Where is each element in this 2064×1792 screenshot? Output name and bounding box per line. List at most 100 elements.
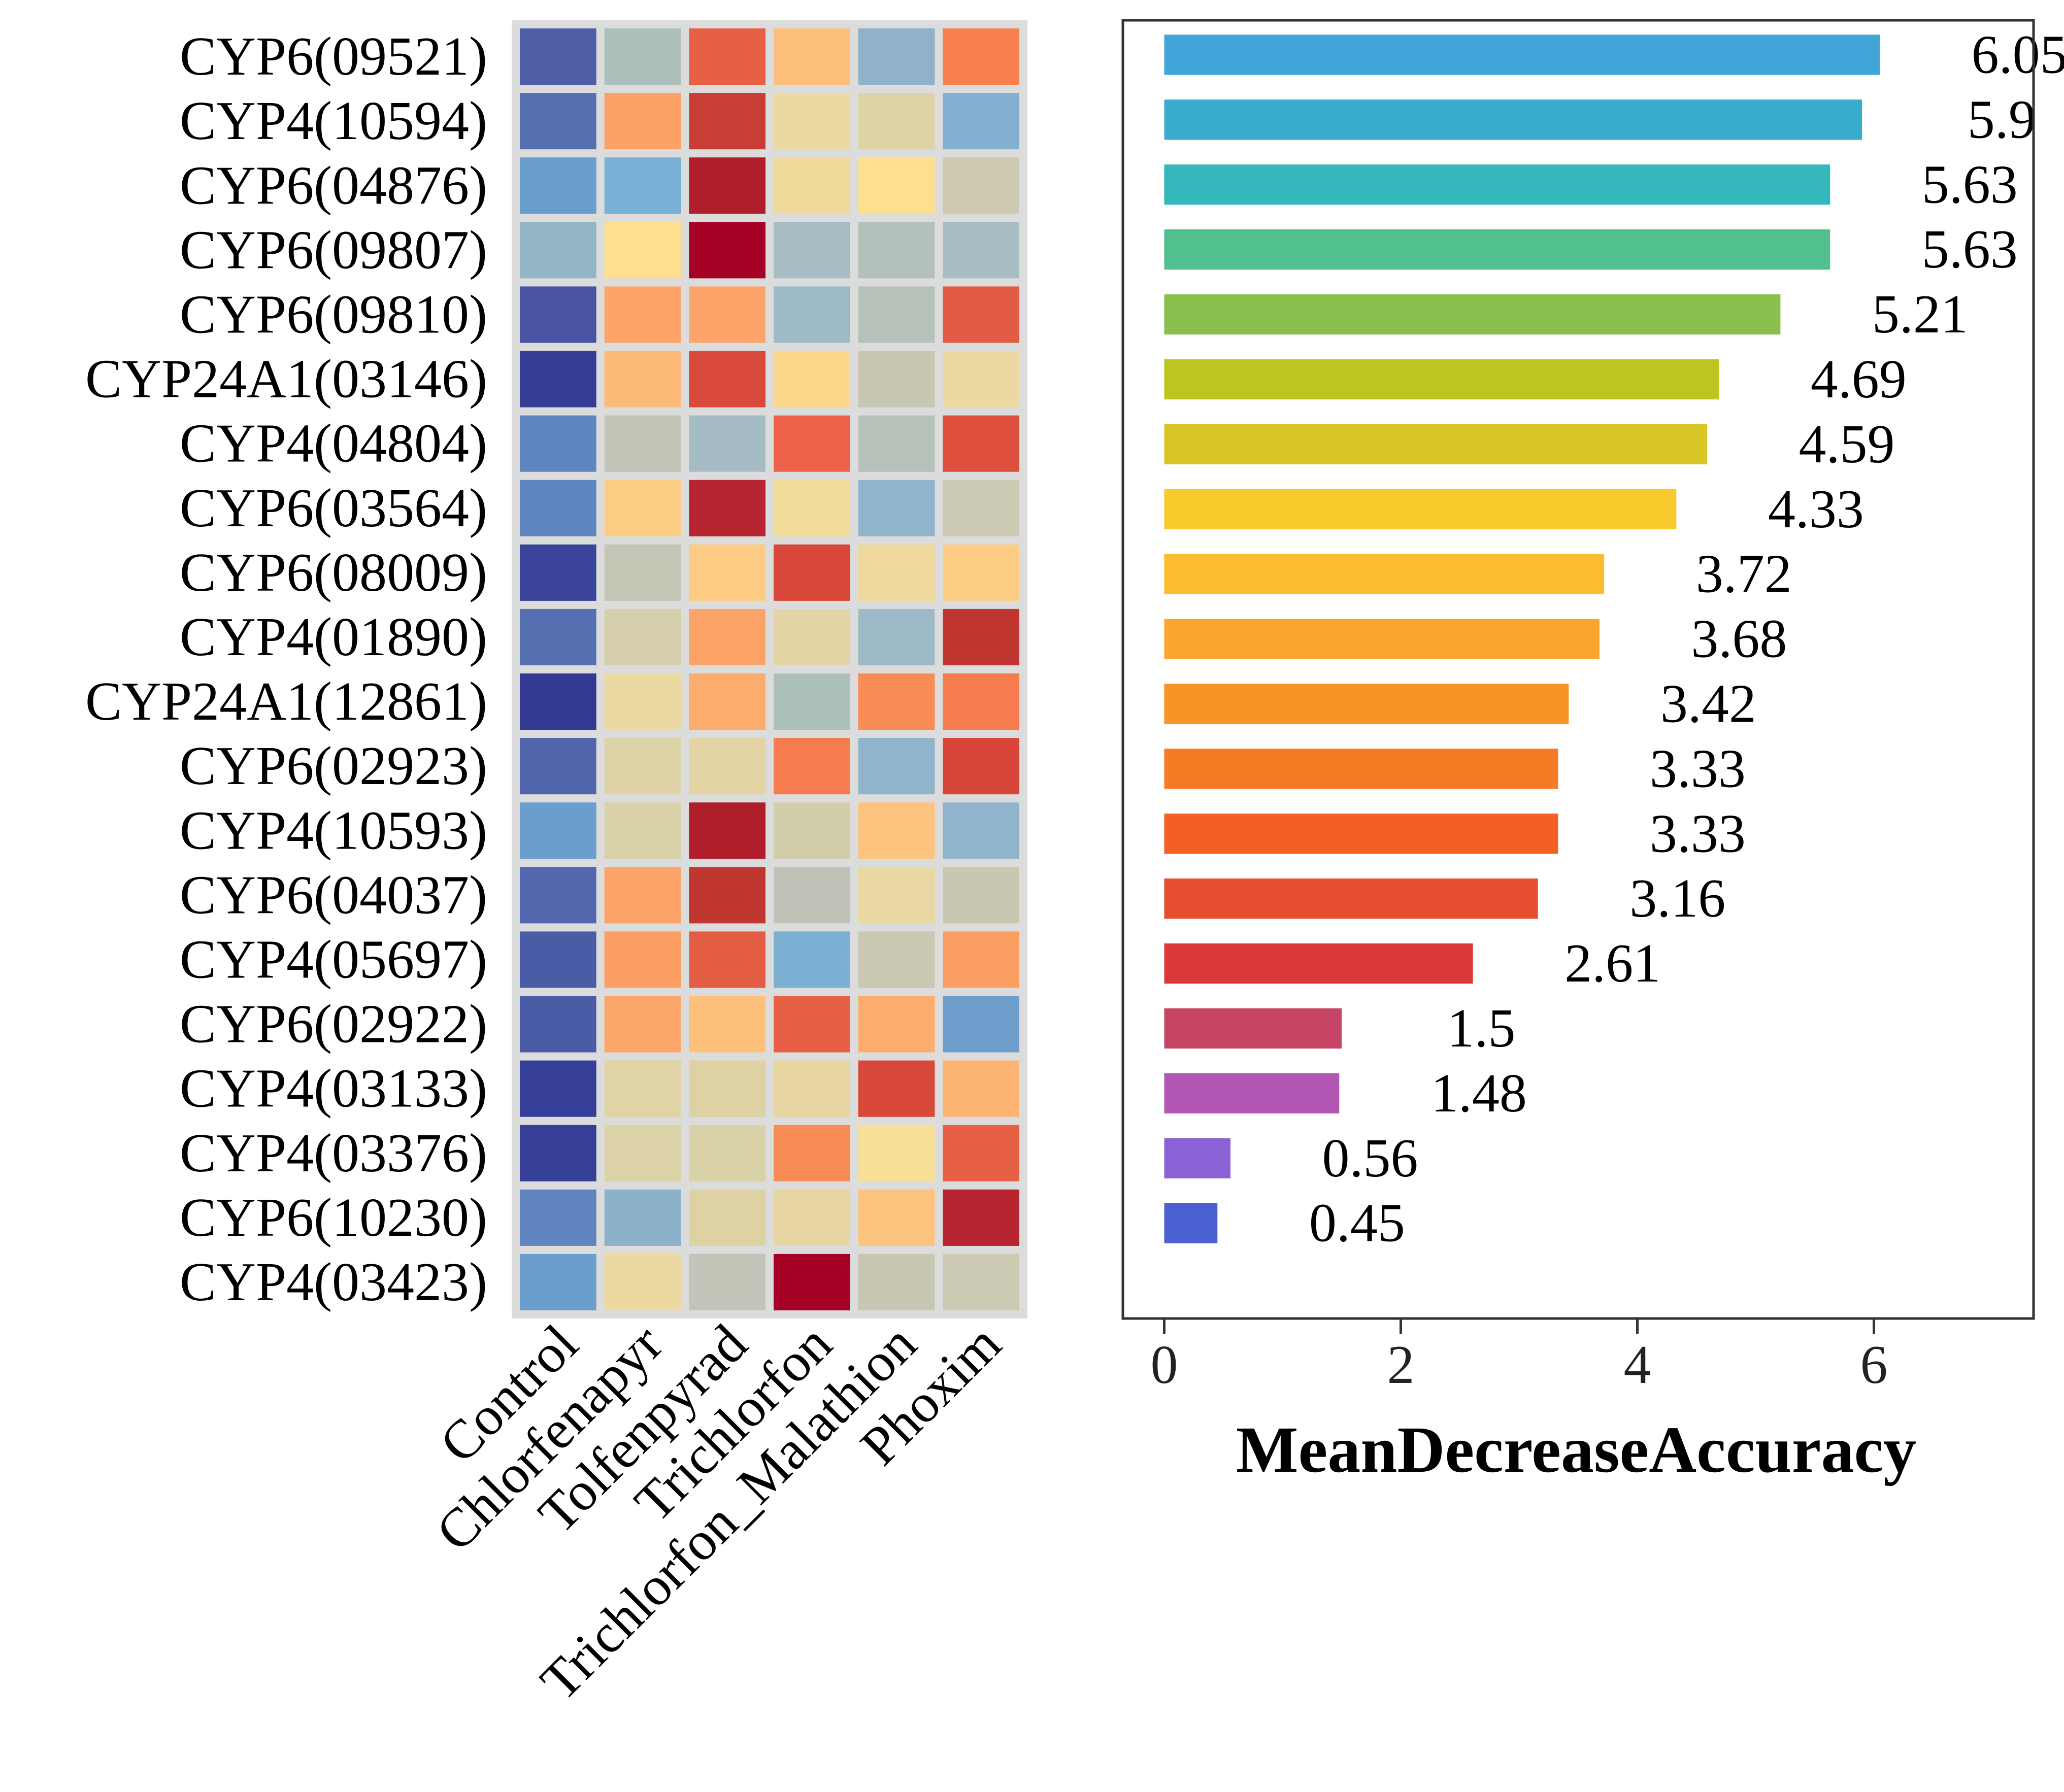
heatmap-cell: [689, 222, 765, 279]
heatmap-cell: [689, 867, 765, 924]
heatmap-cell: [858, 544, 935, 601]
heatmap-cell: [520, 1254, 596, 1310]
bar: [1164, 1138, 1230, 1178]
heatmap-cell: [774, 480, 850, 536]
heatmap-row-label: CYP4(05697): [180, 929, 487, 990]
heatmap-cell: [858, 286, 935, 343]
heatmap: CYP6(09521)CYP4(10594)CYP6(04876)CYP6(09…: [85, 20, 1027, 1712]
heatmap-cell: [774, 415, 850, 472]
bar-value-label: 0.56: [1322, 1128, 1418, 1189]
heatmap-cell: [520, 802, 596, 859]
heatmap-cell: [520, 1189, 596, 1246]
bar-value-label: 3.42: [1660, 674, 1756, 734]
heatmap-cell: [604, 1254, 681, 1310]
bar: [1164, 749, 1558, 789]
heatmap-cell: [774, 1125, 850, 1181]
heatmap-cell: [774, 1254, 850, 1310]
heatmap-cell: [858, 802, 935, 859]
heatmap-cell: [604, 544, 681, 601]
heatmap-cell: [774, 28, 850, 85]
heatmap-row-label: CYP4(03133): [180, 1059, 487, 1119]
heatmap-cell: [520, 157, 596, 214]
heatmap-row-label: CYP6(04876): [180, 155, 487, 216]
bar: [1164, 554, 1605, 594]
heatmap-cell: [604, 93, 681, 150]
heatmap-row-label: CYP6(02922): [180, 994, 487, 1055]
heatmap-cell: [604, 286, 681, 343]
heatmap-cell: [689, 1189, 765, 1246]
bar-value-label: 1.5: [1447, 998, 1516, 1059]
heatmap-cell: [604, 608, 681, 665]
heatmap-cell: [689, 415, 765, 472]
heatmap-cell: [520, 480, 596, 536]
heatmap-cell: [943, 996, 1019, 1053]
heatmap-cell: [943, 544, 1019, 601]
heatmap-cell: [604, 931, 681, 988]
heatmap-cell: [858, 608, 935, 665]
heatmap-cell: [604, 1125, 681, 1181]
bar-value-label: 3.16: [1629, 868, 1725, 929]
heatmap-cell: [943, 1254, 1019, 1310]
heatmap-cell: [520, 738, 596, 795]
heatmap-cell: [774, 738, 850, 795]
heatmap-cell: [943, 1060, 1019, 1117]
heatmap-cell: [604, 28, 681, 85]
heatmap-cell: [604, 1189, 681, 1246]
heatmap-cell: [943, 1189, 1019, 1246]
heatmap-cell: [858, 1189, 935, 1246]
bar-value-label: 3.68: [1691, 609, 1787, 669]
heatmap-cell: [520, 351, 596, 408]
bar: [1164, 489, 1677, 529]
heatmap-cell: [858, 673, 935, 730]
bar-value-label: 1.48: [1431, 1063, 1527, 1124]
heatmap-cell: [943, 28, 1019, 85]
heatmap-background: [512, 20, 1027, 1318]
heatmap-cell: [943, 480, 1019, 536]
heatmap-cell: [774, 351, 850, 408]
heatmap-row-label: CYP4(03376): [180, 1123, 487, 1184]
heatmap-cell: [520, 222, 596, 279]
heatmap-row-label: CYP6(03564): [180, 478, 487, 538]
heatmap-cell: [858, 157, 935, 214]
heatmap-row-label: CYP4(10593): [180, 800, 487, 861]
heatmap-cell: [604, 480, 681, 536]
bar: [1164, 943, 1473, 984]
plot-panel-border: [1121, 19, 2035, 1320]
heatmap-cell: [689, 286, 765, 343]
heatmap-cell: [520, 996, 596, 1053]
heatmap-cell: [689, 1254, 765, 1310]
bar: [1164, 619, 1600, 659]
heatmap-cell: [689, 480, 765, 536]
x-axis-title: MeanDecreaseAccuracy: [1236, 1413, 1916, 1486]
heatmap-cell: [774, 1060, 850, 1117]
heatmap-cell: [858, 1254, 935, 1310]
bar-value-label: 2.61: [1564, 933, 1660, 994]
heatmap-cell: [774, 222, 850, 279]
heatmap-row-label: CYP6(08009): [180, 543, 487, 603]
heatmap-cell: [943, 415, 1019, 472]
heatmap-cell: [943, 222, 1019, 279]
bar-value-label: 3.72: [1696, 544, 1792, 604]
heatmap-cell: [689, 1125, 765, 1181]
heatmap-cell: [520, 867, 596, 924]
x-tick-label: 4: [1624, 1335, 1651, 1395]
heatmap-cell: [774, 608, 850, 665]
heatmap-row-label: CYP4(03423): [180, 1252, 487, 1312]
x-tick-label: 6: [1860, 1335, 1888, 1395]
heatmap-cell: [943, 608, 1019, 665]
bar: [1164, 99, 1862, 140]
heatmap-cell: [774, 157, 850, 214]
heatmap-row-label: CYP6(10230): [180, 1188, 487, 1248]
heatmap-cell: [604, 867, 681, 924]
heatmap-cell: [774, 931, 850, 988]
bar: [1164, 164, 1830, 205]
bar-value-label: 3.33: [1650, 738, 1746, 799]
heatmap-cell: [689, 93, 765, 150]
heatmap-cell: [689, 608, 765, 665]
heatmap-cell: [689, 351, 765, 408]
heatmap-cell: [943, 931, 1019, 988]
x-tick-label: 2: [1387, 1335, 1415, 1395]
bar: [1164, 1008, 1342, 1049]
heatmap-cell: [520, 1060, 596, 1117]
